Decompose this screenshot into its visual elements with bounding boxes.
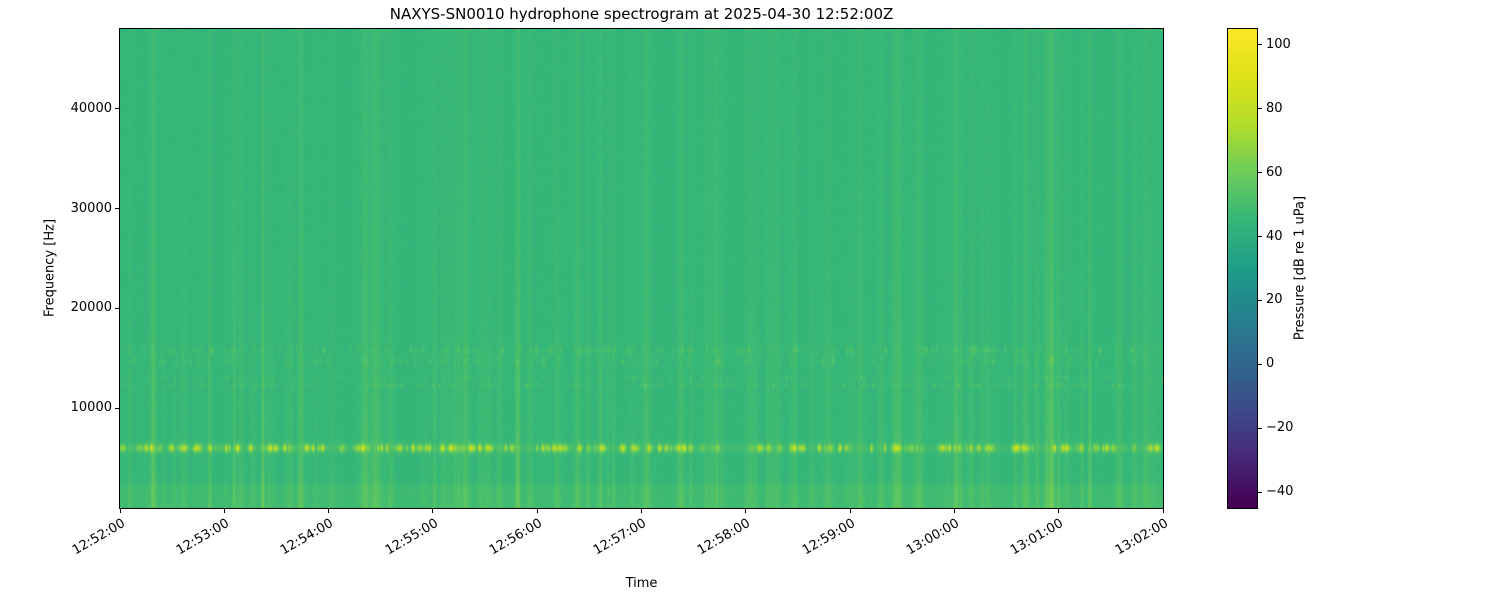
- spectrogram-heatmap: [120, 29, 1163, 508]
- x-tick-mark: [1058, 509, 1060, 513]
- y-tick-mark: [115, 208, 119, 210]
- x-tick-mark: [432, 509, 434, 513]
- x-tick-label: 13:01:00: [1008, 516, 1067, 559]
- x-tick-label: 12:55:00: [382, 516, 441, 559]
- y-tick-label: 10000: [70, 400, 112, 416]
- colorbar-tick-mark: [1258, 299, 1262, 301]
- colorbar-gradient: [1228, 29, 1257, 508]
- colorbar-tick-label: −40: [1266, 484, 1294, 500]
- x-tick-mark: [641, 509, 642, 513]
- y-tick-mark: [115, 108, 119, 110]
- colorbar-tick-mark: [1258, 172, 1262, 174]
- colorbar-tick-mark: [1258, 427, 1262, 429]
- colorbar: [1227, 28, 1258, 509]
- colorbar-tick-mark: [1258, 491, 1262, 493]
- x-tick-label: 12:56:00: [486, 516, 545, 559]
- colorbar-label: Pressure [dB re 1 uPa]: [1292, 195, 1308, 341]
- x-axis-label: Time: [625, 576, 658, 591]
- x-tick-mark: [849, 509, 851, 513]
- y-tick-label: 40000: [70, 100, 112, 116]
- x-tick-label: 12:59:00: [799, 516, 858, 559]
- x-tick-mark: [953, 509, 955, 513]
- x-tick-label: 12:53:00: [173, 516, 232, 559]
- plot-area: [119, 28, 1164, 509]
- x-tick-label: 12:58:00: [695, 516, 754, 559]
- colorbar-tick-label: 60: [1266, 164, 1283, 180]
- colorbar-tick-mark: [1258, 236, 1262, 238]
- colorbar-tick-label: 40: [1266, 228, 1283, 244]
- plot-title: NAXYS-SN0010 hydrophone spectrogram at 2…: [389, 5, 894, 23]
- colorbar-tick-label: 80: [1266, 100, 1283, 116]
- x-tick-mark: [536, 509, 538, 513]
- x-tick-label: 12:52:00: [69, 516, 128, 559]
- colorbar-tick-mark: [1258, 108, 1262, 110]
- colorbar-tick-label: 100: [1266, 36, 1291, 52]
- x-tick-mark: [745, 509, 747, 513]
- x-tick-label: 13:00:00: [903, 516, 962, 559]
- y-tick-label: 20000: [70, 300, 112, 316]
- colorbar-tick-mark: [1258, 44, 1262, 46]
- y-tick-mark: [115, 307, 119, 309]
- x-tick-mark: [1162, 509, 1164, 513]
- x-tick-mark: [223, 509, 225, 513]
- x-tick-label: 12:57:00: [590, 516, 649, 559]
- x-tick-label: 13:02:00: [1112, 516, 1171, 559]
- colorbar-tick-label: −20: [1266, 420, 1294, 436]
- y-tick-mark: [115, 407, 119, 409]
- x-tick-mark: [328, 509, 330, 513]
- x-tick-label: 12:54:00: [278, 516, 337, 559]
- colorbar-tick-label: 20: [1266, 292, 1283, 308]
- x-tick-mark: [119, 509, 121, 513]
- colorbar-tick-label: 0: [1266, 356, 1275, 372]
- y-axis-label: Frequency [Hz]: [42, 218, 58, 318]
- colorbar-tick-mark: [1258, 363, 1262, 365]
- y-tick-label: 30000: [70, 200, 112, 216]
